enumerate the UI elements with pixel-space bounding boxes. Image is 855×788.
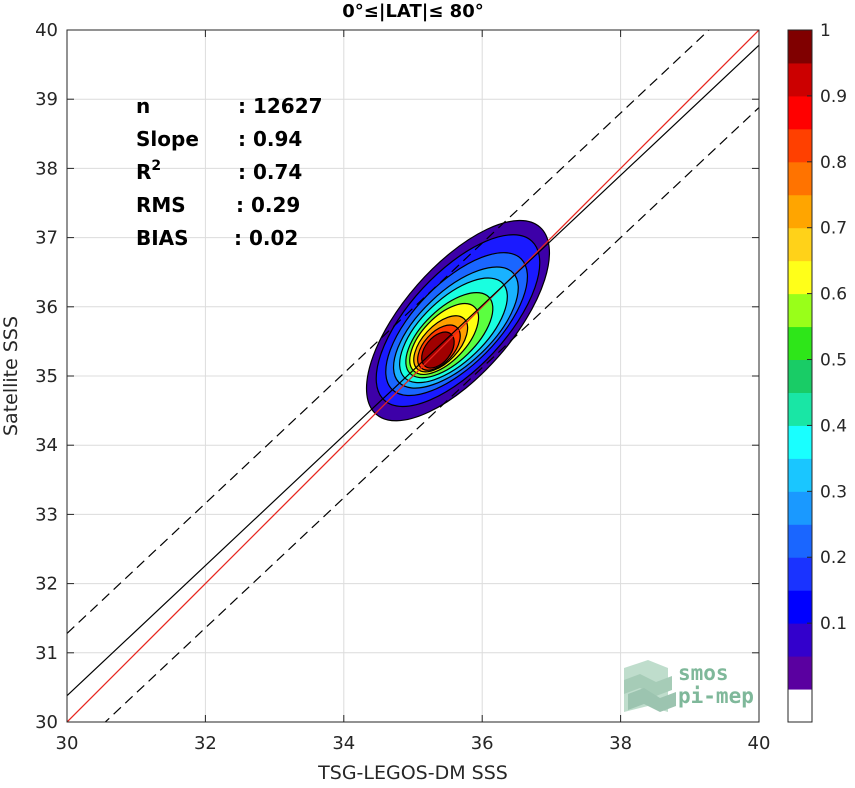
colorbar-swatch bbox=[788, 458, 812, 492]
colorbar-swatch bbox=[788, 326, 812, 361]
stat-value: : 0.02 bbox=[234, 226, 298, 250]
stat-label-text: Slope bbox=[136, 127, 199, 151]
colorbar-tick-label: 0.5 bbox=[820, 351, 847, 371]
colorbar-swatch bbox=[788, 689, 812, 723]
colorbar-frame bbox=[787, 29, 813, 723]
y-tick-label: 36 bbox=[35, 297, 58, 318]
colorbar-swatch bbox=[788, 95, 812, 130]
colorbar-swatch bbox=[788, 359, 812, 393]
y-tick-label: 39 bbox=[35, 89, 58, 110]
watermark-logo-icon bbox=[624, 660, 676, 712]
axis-ticks: 30 32 34 36 38 40 30 31 32 33 34 35 36 37 38 39 40 bbox=[35, 20, 770, 754]
smos-pimep-watermark: smos pi-mep bbox=[624, 660, 754, 712]
colorbar-tick-label: 0.9 bbox=[820, 87, 847, 107]
y-tick-label: 34 bbox=[35, 435, 58, 456]
x-tick-label: 38 bbox=[609, 733, 632, 754]
colorbar-swatch bbox=[788, 425, 812, 459]
stat-label: RMS bbox=[136, 193, 186, 217]
colorbar-tick-label: 0.2 bbox=[820, 548, 847, 568]
stat-label: BIAS bbox=[136, 226, 189, 250]
stat-value: : 12627 bbox=[238, 94, 323, 118]
colorbar-tick-label: 0.1 bbox=[820, 614, 847, 634]
y-tick-label: 32 bbox=[35, 574, 58, 595]
x-tick-label: 30 bbox=[56, 733, 79, 754]
y-tick-label: 31 bbox=[35, 643, 58, 664]
colorbar-tick-label: 0.4 bbox=[820, 416, 847, 436]
stats-panel: n : 12627 Slope : 0.94 R2 : 0.74 RMS : 0.29 BIAS… bbox=[136, 94, 323, 250]
stat-label-text: R bbox=[136, 160, 151, 184]
colorbar-swatch bbox=[788, 491, 812, 525]
colorbar-tick-label: 0.3 bbox=[820, 482, 847, 502]
colorbar-tick-label: 0.8 bbox=[820, 153, 847, 173]
colorbar-swatch bbox=[788, 656, 812, 690]
y-tick-label: 35 bbox=[35, 366, 58, 387]
colorbar-tick-label: 1 bbox=[820, 21, 831, 41]
x-tick-label: 34 bbox=[332, 733, 355, 754]
colorbar-swatch bbox=[788, 524, 812, 558]
colorbar-swatch bbox=[788, 590, 812, 624]
stat-label-text: n bbox=[136, 94, 150, 118]
colorbar-swatch bbox=[788, 128, 812, 163]
stat-label-text: BIAS bbox=[136, 226, 189, 250]
colorbar-tick-label: 0.7 bbox=[820, 219, 847, 239]
colorbar-swatch bbox=[788, 260, 812, 295]
x-tick-label: 36 bbox=[471, 733, 494, 754]
stat-label: Slope bbox=[136, 127, 199, 151]
confidence-bound-line bbox=[104, 107, 759, 722]
colorbar: 0.1 0.2 0.3 0.4 0.5 0.6 0.7 0.8 0.9 1 bbox=[787, 21, 847, 723]
stat-value: : 0.94 bbox=[238, 127, 302, 151]
identity-line bbox=[67, 30, 759, 722]
watermark-line-1: smos bbox=[678, 661, 729, 685]
stat-label: n bbox=[136, 94, 150, 118]
colorbar-swatch bbox=[788, 161, 812, 196]
confidence-bound-line bbox=[67, 30, 710, 634]
stat-label: R2 bbox=[136, 158, 161, 184]
x-tick-label: 32 bbox=[194, 733, 217, 754]
y-tick-label: 33 bbox=[35, 504, 58, 525]
chart-title: 0°≤|LAT|≤ 80° bbox=[342, 1, 483, 22]
watermark-line-2: pi-mep bbox=[678, 684, 754, 708]
stat-label-text: RMS bbox=[136, 193, 186, 217]
colorbar-swatch bbox=[788, 293, 812, 328]
x-tick-label: 40 bbox=[748, 733, 771, 754]
y-axis-label: Satellite SSS bbox=[0, 316, 22, 436]
colorbar-swatch bbox=[788, 623, 812, 657]
colorbar-swatch bbox=[788, 194, 812, 229]
regression-lines bbox=[67, 30, 759, 722]
y-tick-label: 37 bbox=[35, 228, 58, 249]
x-axis-label: TSG-LEGOS-DM SSS bbox=[317, 762, 508, 784]
colorbar-swatch bbox=[788, 62, 812, 97]
stat-value: : 0.74 bbox=[238, 160, 302, 184]
colorbar-swatch bbox=[788, 557, 812, 591]
fit-line bbox=[67, 44, 759, 697]
stat-label-superscript: 2 bbox=[151, 158, 161, 174]
colorbar-swatch bbox=[788, 392, 812, 426]
colorbar-swatch bbox=[788, 227, 812, 262]
colorbar-tick-label: 0.6 bbox=[820, 285, 847, 305]
stat-value: : 0.29 bbox=[236, 193, 300, 217]
colorbar-swatch bbox=[788, 30, 812, 64]
y-tick-label: 38 bbox=[35, 158, 58, 179]
y-tick-label: 30 bbox=[35, 712, 58, 733]
y-tick-label: 40 bbox=[35, 20, 58, 41]
